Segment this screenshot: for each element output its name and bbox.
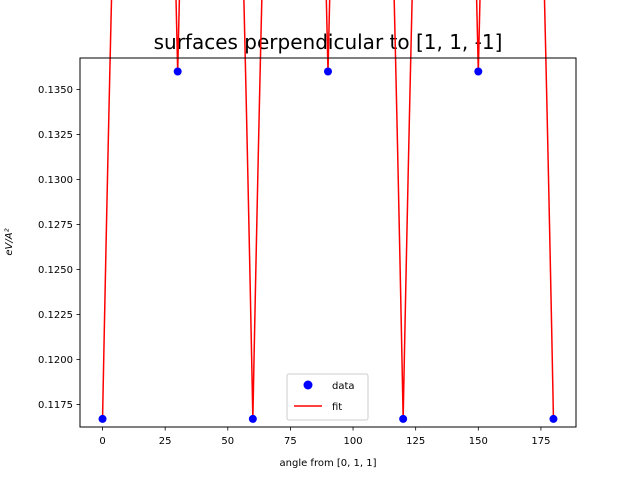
data-point	[474, 67, 483, 76]
y-axis-label: eV/A²	[4, 228, 15, 255]
data-point	[248, 414, 257, 423]
x-tick-label: 0	[99, 436, 105, 447]
x-tick-label: 125	[406, 436, 425, 447]
y-tick-label: 0.1250	[38, 265, 73, 276]
y-tick-label: 0.1350	[38, 85, 73, 96]
y-tick-label: 0.1200	[38, 355, 73, 366]
axes-frame	[79, 57, 577, 428]
axes-layer: 0 25 50 75 100 125 150 175 0.1175 0.1200 0.1225 0.1…	[38, 85, 550, 447]
x-tick-label: 50	[221, 436, 234, 447]
x-axis-label: angle from [0, 1, 1]	[280, 458, 377, 469]
plot-layer	[98, 0, 558, 423]
legend-data-marker	[303, 380, 313, 390]
data-point	[324, 67, 332, 76]
data-point	[98, 414, 107, 423]
y-tick-label: 0.1300	[38, 175, 73, 186]
y-tick-label: 0.1275	[38, 220, 73, 231]
plot-area	[80, 58, 576, 427]
data-point	[549, 414, 558, 423]
legend-fit-label: fit	[332, 402, 342, 413]
x-tick-label: 25	[159, 436, 172, 447]
legend: data fit	[286, 373, 369, 421]
x-tick-label: 175	[531, 436, 550, 447]
y-tick-label: 0.1325	[38, 130, 73, 141]
legend-box	[286, 373, 369, 421]
legend-data-label: data	[332, 381, 355, 392]
x-tick-label: 75	[284, 436, 297, 447]
data-point	[173, 67, 182, 76]
y-tick-label: 0.1175	[38, 400, 73, 411]
x-tick-label: 100	[344, 436, 363, 447]
data-point	[399, 414, 408, 423]
x-tick-label: 150	[469, 436, 488, 447]
y-tick-label: 0.1225	[38, 310, 73, 321]
